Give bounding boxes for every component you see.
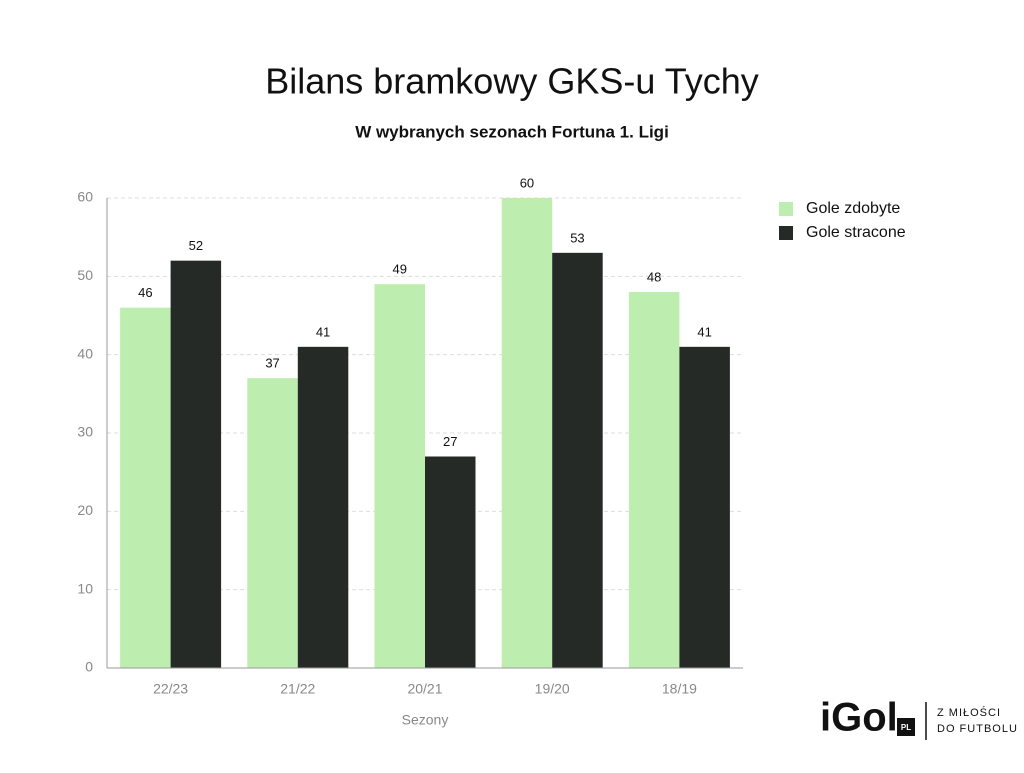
data-label: 60: [520, 175, 534, 190]
y-tick-label: 40: [77, 345, 93, 361]
logo-badge-box: [897, 718, 915, 736]
bar: [120, 307, 171, 668]
bar: [501, 198, 553, 668]
legend-label: Gole stracone: [806, 224, 906, 241]
logo-brand: iGol: [820, 696, 898, 740]
bar: [628, 292, 680, 668]
x-tick-label: 22/23: [153, 681, 188, 697]
logo: iGol PL Z MIŁOŚCI DO FUTBOLU: [820, 696, 1018, 740]
data-label: 52: [189, 238, 203, 253]
logo-tagline: Z MIŁOŚCI: [937, 706, 1001, 719]
data-label: 48: [647, 269, 661, 284]
logo-tagline: DO FUTBOLU: [937, 723, 1018, 735]
bar: [297, 346, 349, 668]
data-label: 41: [697, 324, 711, 339]
y-tick-label: 0: [85, 659, 93, 675]
logo-badge: PL: [901, 723, 911, 732]
bar: [170, 260, 222, 668]
bar: [374, 284, 425, 668]
legend-label: Gole zdobyte: [806, 200, 900, 217]
y-tick-label: 50: [77, 267, 93, 283]
legend-swatch: [779, 226, 793, 240]
y-tick-label: 10: [77, 580, 93, 596]
bar: [247, 378, 298, 668]
data-label: 49: [393, 262, 407, 277]
y-tick-label: 60: [77, 189, 93, 205]
data-label: 53: [570, 230, 584, 245]
data-label: 46: [138, 285, 152, 300]
chart-subtitle: W wybranych sezonach Fortuna 1. Ligi: [355, 122, 669, 141]
data-label: 37: [265, 356, 279, 371]
y-tick-label: 20: [77, 502, 93, 518]
bar: [552, 252, 603, 669]
data-label: 27: [443, 434, 457, 449]
x-tick-label: 21/22: [280, 681, 315, 697]
y-tick-label: 30: [77, 424, 93, 440]
bar: [425, 456, 476, 668]
data-label: 41: [316, 324, 330, 339]
x-tick-label: 20/21: [407, 681, 442, 697]
x-tick-label: 19/20: [535, 681, 570, 697]
x-tick-label: 18/19: [662, 681, 697, 697]
legend-swatch: [779, 202, 793, 216]
bar: [679, 346, 730, 668]
x-axis-label: Sezony: [402, 712, 449, 728]
chart-title: Bilans bramkowy GKS-u Tychy: [265, 61, 759, 102]
